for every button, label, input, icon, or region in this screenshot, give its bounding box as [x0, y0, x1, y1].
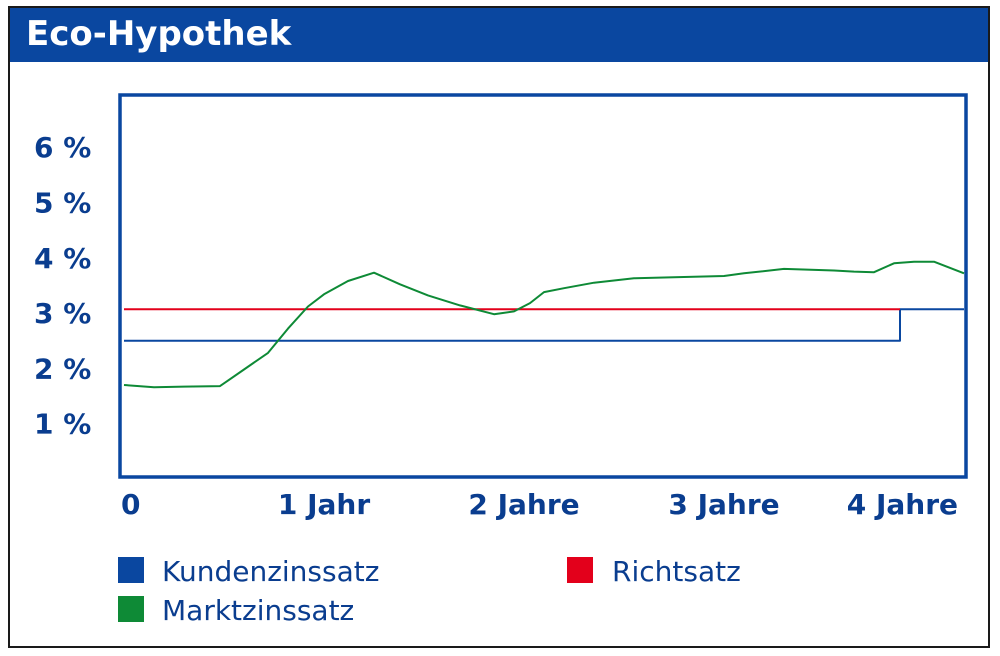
- plot-area: [118, 93, 968, 479]
- y-tick-label-2: 3 %: [34, 297, 91, 330]
- title-bar: Eco-Hypothek: [10, 8, 988, 62]
- y-tick-label-4: 5 %: [34, 187, 91, 220]
- y-tick-label-3: 4 %: [34, 242, 91, 275]
- x-tick-label-3: 3 Jahre: [668, 488, 779, 521]
- legend-swatch-richtsatz: [567, 557, 593, 583]
- legend: Kundenzinssatz Richtsatz Marktzinssatz: [118, 555, 741, 627]
- x-axis: 0 1 Jahr 2 Jahre 3 Jahre 4 Jahre: [121, 488, 958, 521]
- y-tick-label-1: 2 %: [34, 352, 91, 385]
- x-tick-label-4: 4 Jahre: [847, 488, 958, 521]
- legend-swatch-marktzinssatz: [118, 596, 144, 622]
- series-line-marktzinssatz: [123, 260, 965, 389]
- legend-swatch-kundenzinssatz: [118, 557, 144, 583]
- x-tick-label-2: 2 Jahre: [468, 488, 579, 521]
- x-tick-label-0: 0: [121, 488, 140, 521]
- chart-frame: Eco-Hypothek: [8, 6, 990, 648]
- series-line-kundenzinssatz: [124, 308, 964, 342]
- y-axis: 1 % 2 % 3 % 4 % 5 % 6 %: [34, 131, 91, 441]
- legend-label-marktzinssatz: Marktzinssatz: [162, 594, 354, 627]
- y-tick-label-5: 6 %: [34, 131, 91, 164]
- series-group: [123, 260, 965, 389]
- y-tick-label-0: 1 %: [34, 408, 91, 441]
- chart-title: Eco-Hypothek: [26, 14, 292, 54]
- legend-label-richtsatz: Richtsatz: [612, 555, 741, 588]
- x-tick-label-1: 1 Jahr: [278, 488, 370, 521]
- legend-label-kundenzinssatz: Kundenzinssatz: [162, 555, 379, 588]
